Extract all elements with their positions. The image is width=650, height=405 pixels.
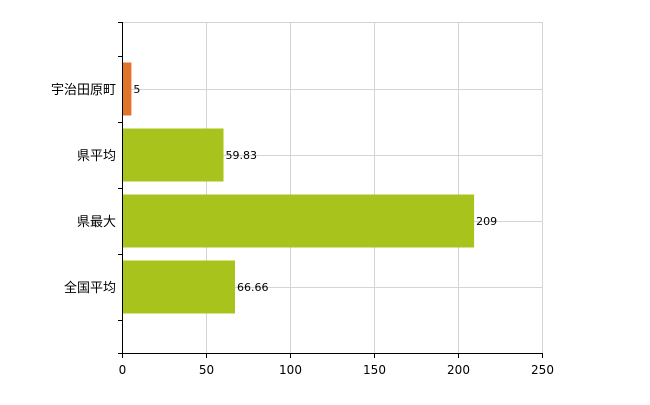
bar-2: [123, 194, 475, 248]
data-label-1: 59.83: [226, 149, 258, 162]
data-label-3: 66.66: [237, 281, 269, 294]
bar-3: [123, 260, 235, 314]
x-tick-label-50: 50: [199, 363, 214, 377]
x-tick-label-0: 0: [119, 363, 127, 377]
bar-0: [123, 62, 132, 116]
x-tick-label-250: 250: [531, 363, 554, 377]
x-tick-label-150: 150: [363, 363, 386, 377]
category-label-0: 宇治田原町: [51, 83, 116, 98]
category-label-3: 全国平均: [64, 280, 116, 296]
category-label-1: 県平均: [77, 149, 116, 164]
labels-layer: 5 59.83 209 66.66 0 50 100 150 200 250 宇治田原町県平均県最大…: [51, 83, 554, 377]
category-label-2: 県最大: [77, 215, 116, 230]
x-tick-label-200: 200: [447, 363, 470, 377]
data-label-0: 5: [133, 83, 140, 96]
bar-1: [123, 128, 224, 182]
data-label-2: 209: [476, 215, 497, 228]
x-tick-label-100: 100: [279, 363, 302, 377]
bars-layer: [123, 62, 475, 314]
axes-layer: [118, 22, 543, 358]
